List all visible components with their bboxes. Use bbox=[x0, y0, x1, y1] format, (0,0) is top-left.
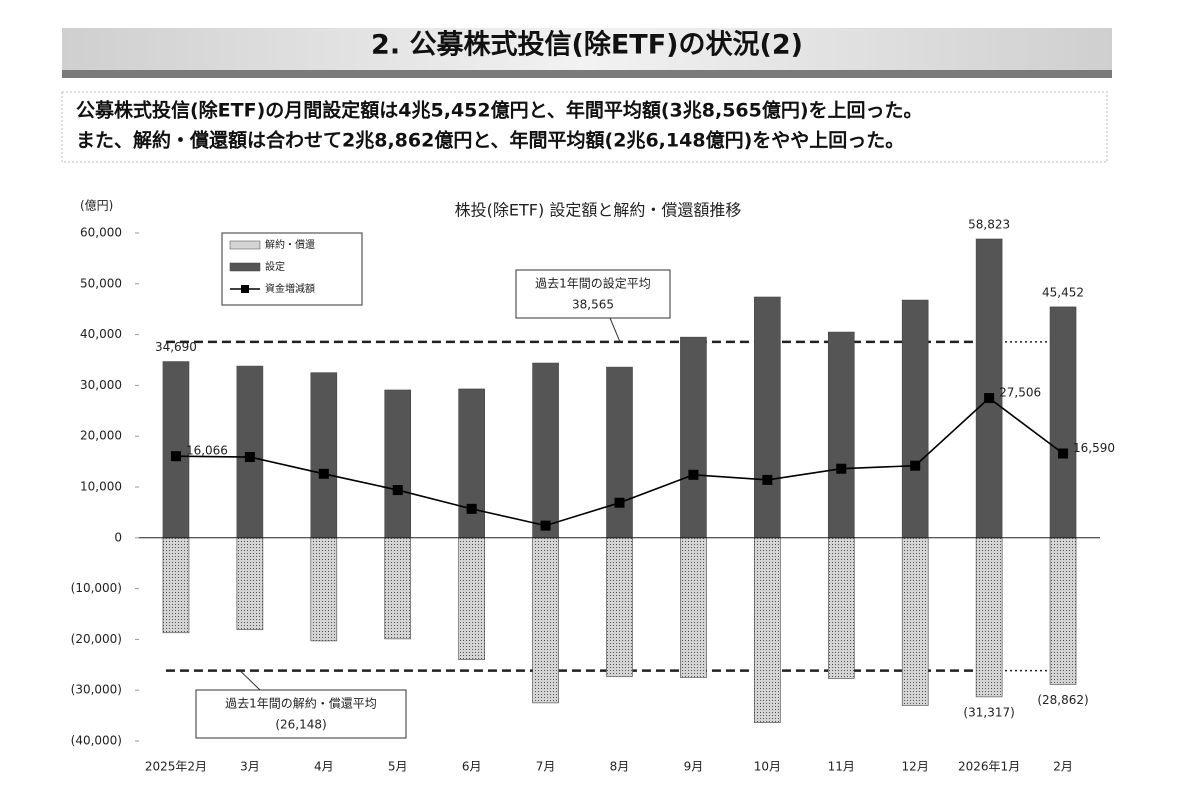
annotation-label: 過去1年間の解約・償還平均 bbox=[225, 696, 377, 711]
summary-line: また、解約・償還額は合わせて2兆8,862億円と、年間平均額(2兆6,148億円… bbox=[76, 129, 904, 152]
line-marker bbox=[392, 485, 403, 496]
bar bbox=[532, 537, 559, 704]
bar bbox=[458, 537, 485, 661]
data-label: 58,823 bbox=[968, 217, 1010, 231]
y-tick-label: 30,000 bbox=[80, 378, 122, 392]
bar bbox=[975, 238, 1003, 539]
x-tick-label: 3月 bbox=[240, 760, 260, 774]
x-tick-label: 7月 bbox=[536, 760, 556, 774]
data-label: 16,590 bbox=[1073, 441, 1115, 455]
legend-label: 資金増減額 bbox=[265, 282, 315, 295]
x-tick-label: 9月 bbox=[684, 760, 704, 774]
line-marker bbox=[984, 393, 995, 404]
bar bbox=[827, 537, 855, 679]
x-tick-label: 2025年2月 bbox=[145, 760, 207, 774]
legend-marker bbox=[241, 285, 249, 293]
bar bbox=[901, 537, 929, 706]
line-marker bbox=[540, 520, 551, 531]
legend-swatch bbox=[229, 240, 261, 250]
data-label: 34,690 bbox=[155, 340, 197, 354]
line-marker bbox=[614, 497, 625, 508]
x-tick-label: 2026年1月 bbox=[958, 760, 1020, 774]
x-tick-label: 4月 bbox=[314, 760, 334, 774]
bar bbox=[310, 372, 338, 539]
y-axis-label: (億円) bbox=[80, 199, 113, 213]
data-label: 45,452 bbox=[1042, 285, 1084, 299]
bar bbox=[384, 389, 412, 539]
bar bbox=[236, 537, 264, 631]
annotation-value: 38,565 bbox=[572, 298, 614, 312]
annotation-value: (26,148) bbox=[275, 718, 326, 732]
bar bbox=[975, 537, 1003, 698]
y-tick-label: 20,000 bbox=[80, 429, 122, 443]
legend-swatch bbox=[229, 262, 261, 272]
legend-label: 設定 bbox=[265, 260, 285, 273]
line-marker bbox=[466, 503, 477, 514]
summary-box bbox=[61, 91, 1108, 163]
bar bbox=[680, 537, 707, 678]
annotation-connector bbox=[609, 317, 621, 343]
legend-label: 解約・償還 bbox=[265, 238, 315, 251]
x-tick-label: 8月 bbox=[610, 760, 630, 774]
y-tick-label: (10,000) bbox=[71, 581, 122, 595]
header-band bbox=[62, 28, 1112, 72]
x-tick-label: 2月 bbox=[1053, 760, 1073, 774]
bar bbox=[236, 365, 264, 539]
bar bbox=[162, 361, 190, 539]
x-tick-label: 12月 bbox=[902, 760, 929, 774]
bar bbox=[1049, 537, 1077, 685]
y-tick-label: 60,000 bbox=[80, 226, 122, 240]
line-marker bbox=[1058, 448, 1069, 459]
line-marker bbox=[762, 474, 773, 485]
bar bbox=[754, 296, 781, 539]
bar bbox=[458, 388, 485, 539]
data-label: 16,066 bbox=[186, 444, 228, 458]
y-tick-label: (30,000) bbox=[71, 683, 122, 697]
annotation-box bbox=[195, 689, 407, 739]
line-marker bbox=[688, 469, 699, 480]
bar bbox=[532, 362, 559, 539]
y-tick-label: 50,000 bbox=[80, 276, 122, 290]
bar bbox=[1049, 306, 1077, 539]
line-marker bbox=[170, 451, 181, 462]
x-tick-label: 10月 bbox=[754, 760, 781, 774]
annotation-label: 過去1年間の設定平均 bbox=[535, 276, 651, 291]
bar bbox=[162, 537, 190, 634]
y-tick-label: 0 bbox=[114, 530, 122, 544]
bar bbox=[680, 336, 707, 539]
line-marker bbox=[836, 463, 847, 474]
summary-line: 公募株式投信(除ETF)の月間設定額は4兆5,452億円と、年間平均額(3兆8,… bbox=[76, 99, 923, 122]
x-tick-label: 6月 bbox=[462, 760, 482, 774]
bar bbox=[606, 366, 633, 539]
line-marker bbox=[318, 468, 329, 479]
annotation-box bbox=[515, 269, 671, 319]
y-tick-label: (20,000) bbox=[71, 632, 122, 646]
data-label: (28,862) bbox=[1037, 693, 1088, 707]
y-tick-label: 10,000 bbox=[80, 480, 122, 494]
line-marker bbox=[910, 460, 921, 471]
bar bbox=[606, 537, 633, 677]
header-rule bbox=[62, 70, 1112, 78]
bar bbox=[827, 331, 855, 539]
bar bbox=[901, 299, 929, 539]
data-label: (31,317) bbox=[963, 705, 1014, 719]
chart-title: 株投(除ETF) 設定額と解約・償還額推移 bbox=[455, 201, 742, 220]
line-marker bbox=[244, 452, 255, 463]
y-tick-label: (40,000) bbox=[71, 734, 122, 748]
bar bbox=[754, 537, 781, 724]
x-tick-label: 5月 bbox=[388, 760, 408, 774]
x-tick-label: 11月 bbox=[828, 760, 855, 774]
y-tick-label: 40,000 bbox=[80, 327, 122, 341]
page-title: 2. 公募株式投信(除ETF)の状況(2) bbox=[371, 29, 803, 61]
bar bbox=[310, 537, 338, 642]
annotation-connector bbox=[239, 670, 261, 691]
bar bbox=[384, 537, 412, 640]
data-label: 27,506 bbox=[999, 386, 1041, 400]
